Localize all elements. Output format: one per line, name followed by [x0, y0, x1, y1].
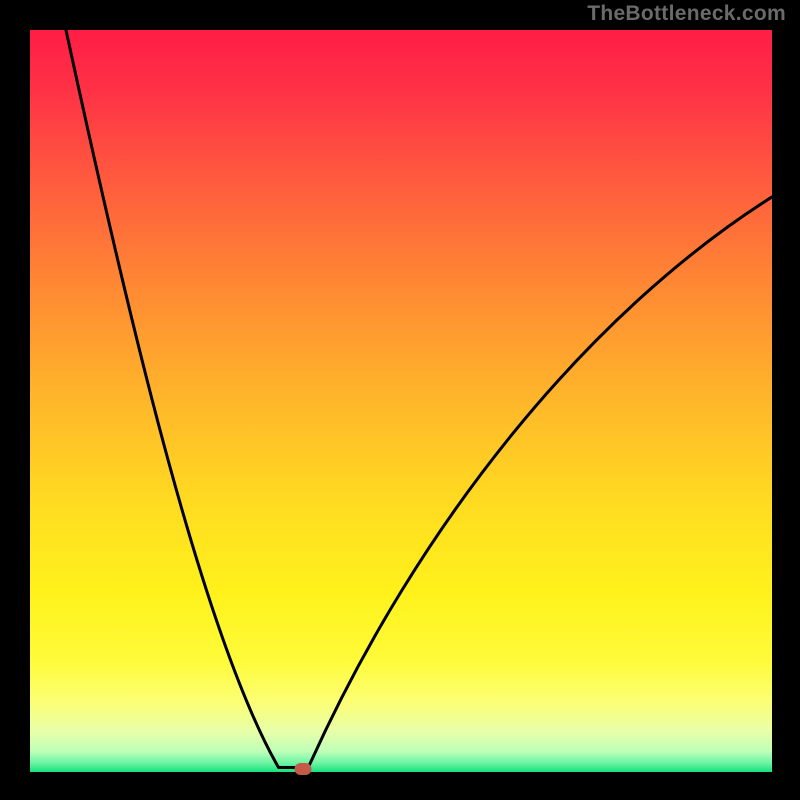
- figure-root: TheBottleneck.com: [0, 0, 800, 800]
- minimum-marker: [295, 763, 312, 775]
- watermark-text: TheBottleneck.com: [587, 2, 786, 26]
- plot-area: [30, 30, 772, 772]
- bottleneck-curve: [30, 30, 772, 772]
- plot-inner: [30, 30, 772, 772]
